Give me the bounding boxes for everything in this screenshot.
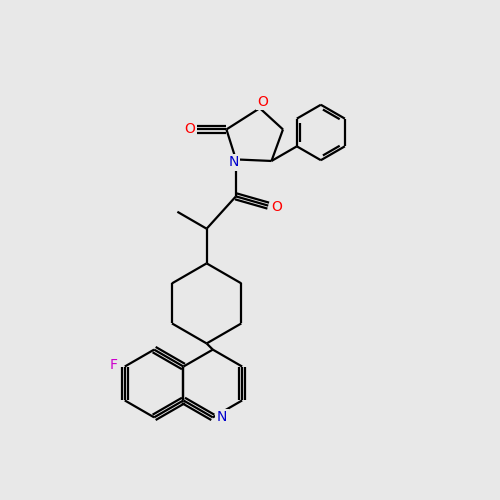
Text: N: N bbox=[217, 410, 227, 424]
Text: O: O bbox=[184, 122, 195, 136]
Text: F: F bbox=[110, 358, 118, 372]
Text: O: O bbox=[272, 200, 282, 214]
Text: N: N bbox=[228, 156, 239, 170]
Text: O: O bbox=[258, 95, 268, 109]
